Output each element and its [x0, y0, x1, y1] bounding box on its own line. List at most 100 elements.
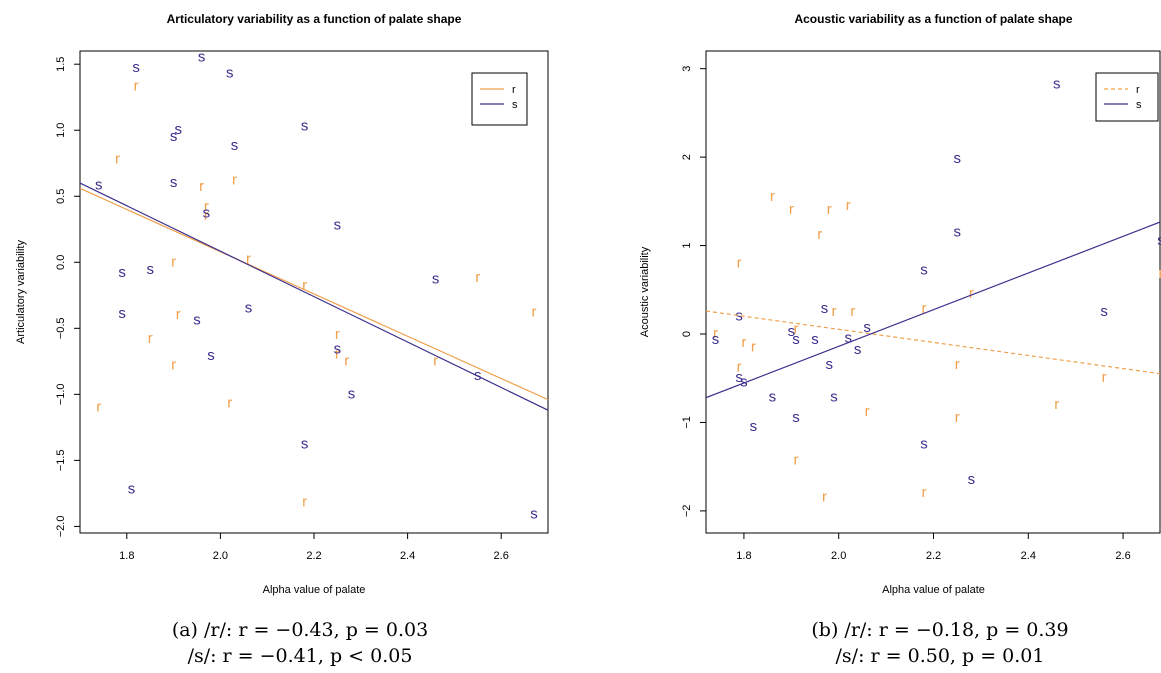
- y-tick-label: 0.5: [55, 189, 67, 204]
- data-point-r: r: [713, 325, 718, 342]
- y-tick-label: 0.0: [55, 255, 67, 270]
- data-point-r: r: [335, 346, 340, 363]
- data-point-s: s: [170, 128, 178, 145]
- data-point-s: s: [231, 137, 239, 154]
- x-axis-label: Alpha value of palate: [263, 584, 366, 596]
- data-point-r: r: [741, 334, 746, 351]
- data-point-r: r: [1054, 396, 1059, 413]
- data-point-r: r: [822, 489, 827, 506]
- data-point-s: s: [953, 150, 961, 167]
- data-point-s: s: [712, 331, 720, 348]
- data-point-r: r: [171, 356, 176, 373]
- fit-line-s: [706, 221, 1160, 399]
- caption-b-line1: (b) /r/: r = −0.18, p = 0.39: [811, 619, 1069, 641]
- data-point-s: s: [792, 331, 800, 348]
- y-axis-label: Articulatory variability: [15, 240, 27, 344]
- caption-a: (a) /r/: r = −0.43, p = 0.03 /s/: r = −0…: [100, 617, 500, 669]
- data-point-r: r: [302, 494, 307, 511]
- y-tick-label: 1.5: [55, 57, 67, 72]
- caption-a-line1: (a) /r/: r = −0.43, p = 0.03: [171, 619, 429, 641]
- data-point-s: s: [207, 347, 215, 364]
- data-point-s: s: [146, 261, 154, 278]
- data-point-r: r: [865, 403, 870, 420]
- data-point-s: s: [830, 389, 838, 406]
- legend-box: [1095, 72, 1159, 122]
- data-point-s: s: [844, 329, 852, 346]
- data-point-s: s: [175, 121, 183, 138]
- data-point-r: r: [817, 226, 822, 243]
- legend: rs: [1095, 72, 1159, 122]
- data-point-r: r: [344, 352, 349, 369]
- data-point-s: s: [821, 300, 829, 317]
- data-point-r: r: [922, 484, 927, 501]
- data-point-s: s: [118, 264, 126, 281]
- fit-line-r: [80, 187, 548, 401]
- data-point-r: r: [922, 300, 927, 317]
- chart-title: Articulatory variability as a function o…: [167, 12, 462, 26]
- data-point-s: s: [128, 480, 136, 497]
- data-point-s: s: [863, 319, 871, 336]
- data-point-r: r: [531, 303, 536, 320]
- x-tick-label: 2.6: [1115, 550, 1130, 562]
- data-point-r: r: [846, 197, 851, 214]
- data-point-r: r: [176, 306, 181, 323]
- data-point-s: s: [226, 64, 234, 81]
- data-point-s: s: [170, 174, 178, 191]
- x-tick-label: 2.0: [213, 550, 228, 562]
- data-point-s: s: [348, 385, 356, 402]
- y-tick-label: 3: [681, 66, 693, 72]
- data-point-s: s: [95, 177, 103, 194]
- data-point-s: s: [203, 204, 211, 221]
- data-point-r: r: [831, 303, 836, 320]
- data-point-r: r: [199, 178, 204, 195]
- data-point-r: r: [232, 171, 237, 188]
- data-point-s: s: [854, 341, 862, 358]
- legend-label-r: r: [512, 84, 516, 96]
- y-tick-label: −1.0: [55, 383, 67, 405]
- data-point-r: r: [789, 201, 794, 218]
- data-point-s: s: [432, 270, 440, 287]
- legend-box: [471, 72, 528, 126]
- y-tick-label: −2: [681, 505, 693, 518]
- data-point-r: r: [955, 409, 960, 426]
- data-point-s: s: [953, 223, 961, 240]
- y-tick-label: −1: [681, 416, 693, 429]
- x-axis-label: Alpha value of palate: [882, 584, 985, 596]
- data-point-r: r: [433, 352, 438, 369]
- caption-b: (b) /r/: r = −0.18, p = 0.39 /s/: r = 0.…: [740, 617, 1140, 669]
- data-point-r: r: [827, 201, 832, 218]
- chart-panel-b: Acoustic variability as a function of pa…: [639, 12, 1161, 596]
- data-point-s: s: [118, 305, 126, 322]
- y-tick-label: −0.5: [55, 317, 67, 339]
- data-point-r: r: [148, 330, 153, 347]
- data-point-s: s: [825, 356, 833, 373]
- data-point-r: r: [1102, 369, 1107, 386]
- data-point-s: s: [735, 369, 743, 386]
- data-point-r: r: [204, 198, 209, 215]
- data-point-r: r: [96, 399, 101, 416]
- data-point-r: r: [171, 253, 176, 270]
- fit-line-s: [80, 182, 548, 411]
- data-point-r: r: [969, 285, 974, 302]
- data-point-r: r: [1159, 265, 1161, 282]
- caption-a-line2: /s/: r = −0.41, p < 0.05: [187, 645, 413, 667]
- data-point-s: s: [301, 436, 309, 453]
- data-point-r: r: [794, 321, 799, 338]
- data-point-r: r: [227, 395, 232, 412]
- x-tick-label: 2.2: [306, 550, 321, 562]
- legend: rs: [471, 72, 528, 126]
- fit-line-r: [706, 310, 1160, 375]
- legend-label-s: s: [1136, 99, 1142, 111]
- data-point-s: s: [792, 409, 800, 426]
- data-point-s: s: [968, 471, 976, 488]
- x-tick-label: 1.8: [736, 550, 751, 562]
- data-point-r: r: [204, 207, 209, 224]
- data-point-s: s: [1157, 232, 1161, 249]
- data-point-s: s: [769, 389, 777, 406]
- y-axis-label: Acoustic variability: [639, 246, 651, 337]
- data-point-s: s: [788, 323, 796, 340]
- x-tick-label: 2.2: [926, 550, 941, 562]
- data-point-s: s: [1053, 76, 1061, 93]
- caption-b-line2: /s/: r = 0.50, p = 0.01: [835, 645, 1045, 667]
